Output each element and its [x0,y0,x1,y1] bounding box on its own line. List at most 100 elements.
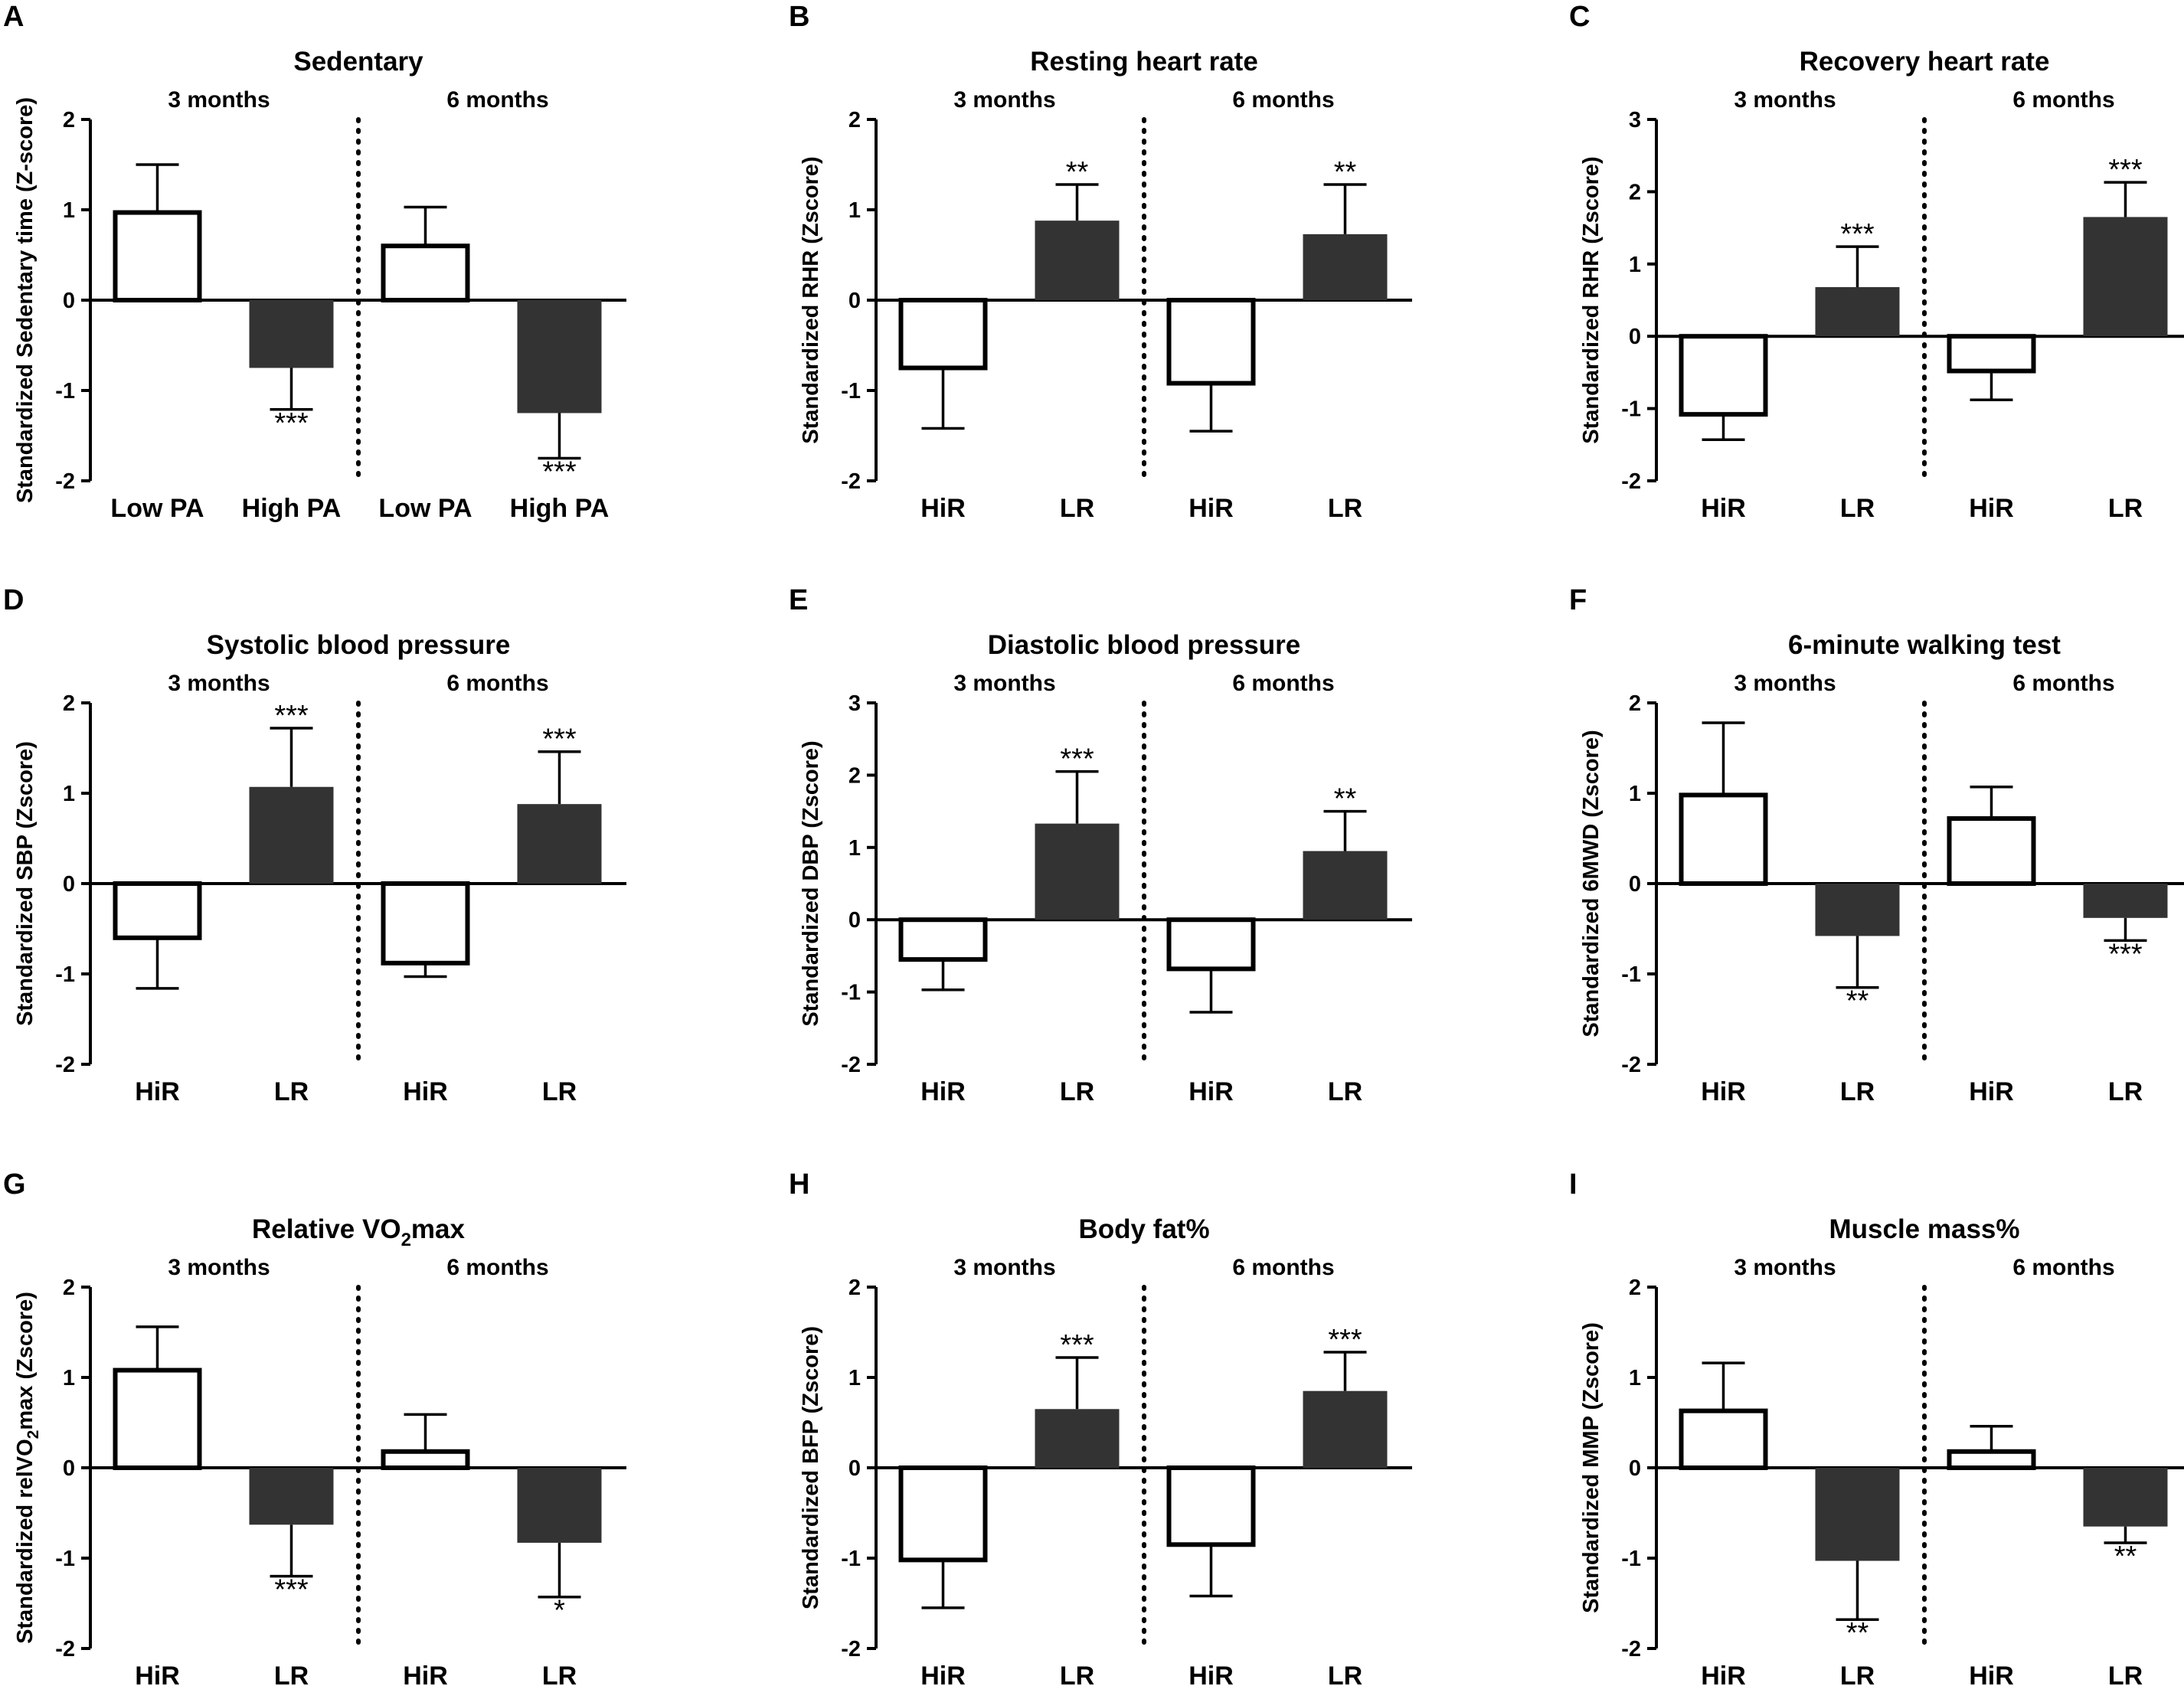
y-tick-label: -1 [55,1547,75,1571]
panel-title: Recovery heart rate [1800,47,2050,77]
y-tick-label: 3 [848,691,861,716]
period-label: 3 months [168,671,270,696]
x-tick-label: HiR [1188,1077,1234,1106]
bar [1303,234,1388,300]
panel-e: E Diastolic blood pressure 3 months 6 month… [789,584,1412,1106]
y-tick-label: 2 [848,108,861,132]
y-tick-label: 1 [63,782,75,806]
y-tick-label: 2 [848,763,861,788]
x-tick-label: LR [1328,1661,1362,1686]
significance-marker: *** [274,1574,309,1606]
x-tick-label: LR [1060,494,1094,523]
x-tick-label: HiR [1701,1077,1746,1106]
bar [2083,884,2168,918]
y-tick-label: 0 [848,908,861,933]
y-tick-label: -1 [1621,397,1641,422]
bar [1166,1465,1256,1547]
bar [517,1468,602,1543]
bar [381,881,470,966]
y-tick-label: 1 [63,198,75,223]
x-tick-label: HiR [1188,494,1234,523]
bar [2083,217,2168,337]
bar [249,1468,334,1525]
y-tick-label: 2 [63,691,75,716]
y-tick-label: -2 [1621,469,1641,494]
bar [517,804,602,884]
y-tick-label: 1 [1629,253,1641,277]
period-label: 3 months [168,87,270,113]
significance-marker: *** [2108,154,2143,186]
bar [249,300,334,368]
y-tick-label: 1 [848,1366,861,1390]
y-tick-label: -2 [1621,1637,1641,1661]
bar [249,786,334,884]
panel-title: 6-minute walking test [1788,630,2061,660]
panel-f: F 6-minute walking test 3 months 6 months 2 1… [1569,584,2184,1106]
y-tick-label: 3 [1629,108,1641,132]
y-tick-label: 2 [63,108,75,132]
bar [1166,917,1256,972]
bar [1035,823,1120,920]
y-tick-label: 0 [63,872,75,897]
bar [1947,334,2036,374]
y-axis-label: Standardized DBP (Zscore) [799,740,823,1026]
x-tick-label: LR [2108,1077,2143,1106]
x-tick-label: HiR [1969,1077,2014,1106]
y-tick-label: 0 [848,289,861,313]
x-tick-label: HiR [920,1661,966,1686]
y-tick-label: -1 [55,962,75,987]
bar [517,300,602,413]
panel-letter: D [3,584,24,616]
x-tick-label: High PA [510,494,610,523]
y-tick-label: 0 [63,1456,75,1481]
y-tick-label: -2 [841,469,861,494]
significance-marker: *** [1328,1324,1362,1356]
bar [113,210,202,303]
y-tick-label: 1 [848,198,861,223]
period-label: 6 months [1232,1255,1334,1280]
significance-marker: ** [1334,156,1357,188]
x-tick-label: LR [1060,1661,1094,1686]
y-tick-label: 2 [1629,180,1641,204]
bar [1815,884,1900,936]
x-tick-label: HiR [403,1661,448,1686]
y-tick-label: -1 [841,981,861,1005]
panel-b: B Resting heart rate 3 months 6 months 2 1 0 -1… [789,1,1412,523]
y-tick-label: 0 [1629,1456,1641,1481]
x-tick-label: LR [542,1077,577,1106]
y-tick-label: -1 [55,379,75,404]
significance-marker: *** [542,456,577,488]
x-tick-label: LR [274,1077,309,1106]
bar [1035,221,1120,300]
x-tick-label: HiR [920,494,966,523]
bar [381,1449,470,1471]
x-tick-label: LR [1328,494,1362,523]
panel-h: H Body fat% 3 months 6 months 2 1 0 -1 -2 Standar… [789,1168,1412,1686]
y-tick-label: 2 [1629,1276,1641,1300]
y-tick-label: 0 [848,1456,861,1481]
y-tick-label: 1 [848,836,861,861]
x-tick-label: HiR [1188,1661,1234,1686]
y-tick-label: -2 [841,1053,861,1077]
panel-title: Sedentary [293,47,423,77]
period-label: 6 months [2012,87,2114,113]
period-label: 3 months [1734,671,1836,696]
bar [1815,1468,1900,1561]
y-tick-label: 0 [1629,325,1641,349]
bar [1303,851,1388,920]
panel-letter: G [3,1168,26,1201]
x-tick-label: LR [1060,1077,1094,1106]
x-tick-label: LR [1840,1077,1875,1106]
panel-a: A Sedentary 3 months 6 months 2 1 0 -1 -2 Standar… [3,1,626,523]
significance-marker: * [554,1595,565,1627]
y-tick-label: -1 [841,379,861,404]
bar [113,881,202,940]
significance-marker: *** [274,407,309,439]
panel-i: I Muscle mass% 3 months 6 months 2 1 0 -1 -2 Stan… [1569,1168,2184,1686]
x-tick-label: HiR [920,1077,966,1106]
x-tick-label: HiR [135,1661,180,1686]
y-tick-label: 2 [848,1276,861,1300]
bar [381,243,470,303]
x-tick-label: HiR [1969,494,2014,523]
